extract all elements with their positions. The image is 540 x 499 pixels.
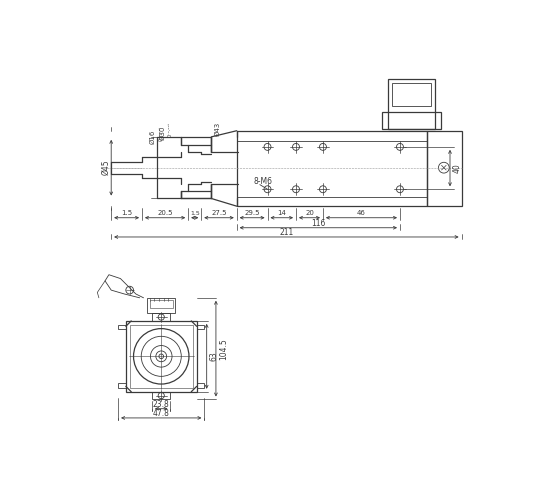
Bar [147,298,175,313]
Text: 0⁻⁰⋅⁰¹³: 0⁻⁰⋅⁰¹³ [168,122,173,137]
Bar [150,300,173,308]
Text: Ø30: Ø30 [159,126,165,140]
Text: 20.5: 20.5 [157,210,173,216]
Text: 29.5: 29.5 [245,210,260,216]
Text: 1.5: 1.5 [190,211,200,216]
Text: 8-M6: 8-M6 [254,177,273,186]
Bar [118,383,126,388]
Text: 23.8: 23.8 [153,400,170,409]
Bar [197,383,204,388]
Text: 46: 46 [357,210,366,216]
Text: 116: 116 [311,219,326,228]
Text: Ø43: Ø43 [214,122,220,136]
Bar [392,83,431,106]
Bar [130,325,193,388]
Bar [197,325,204,329]
Text: 0⁻⁰⋅⁰¹³: 0⁻⁰⋅⁰¹³ [159,125,164,141]
Text: 211: 211 [279,228,294,237]
Text: 14: 14 [278,210,286,216]
Bar [388,79,435,129]
Bar [427,131,462,206]
Text: 47.8: 47.8 [153,409,170,418]
Text: 27.5: 27.5 [211,210,227,216]
Text: Ø16: Ø16 [150,130,156,144]
Bar [152,392,171,400]
Bar [237,131,427,206]
Text: Ø45: Ø45 [102,160,110,176]
Bar [118,325,126,329]
Bar [382,112,441,129]
Text: 63: 63 [210,351,219,361]
Text: 104.5: 104.5 [219,338,228,359]
Bar [152,313,171,321]
Text: 20: 20 [305,210,314,216]
Text: 1.5: 1.5 [121,210,132,216]
Bar [126,321,197,392]
Text: 40: 40 [453,163,461,173]
